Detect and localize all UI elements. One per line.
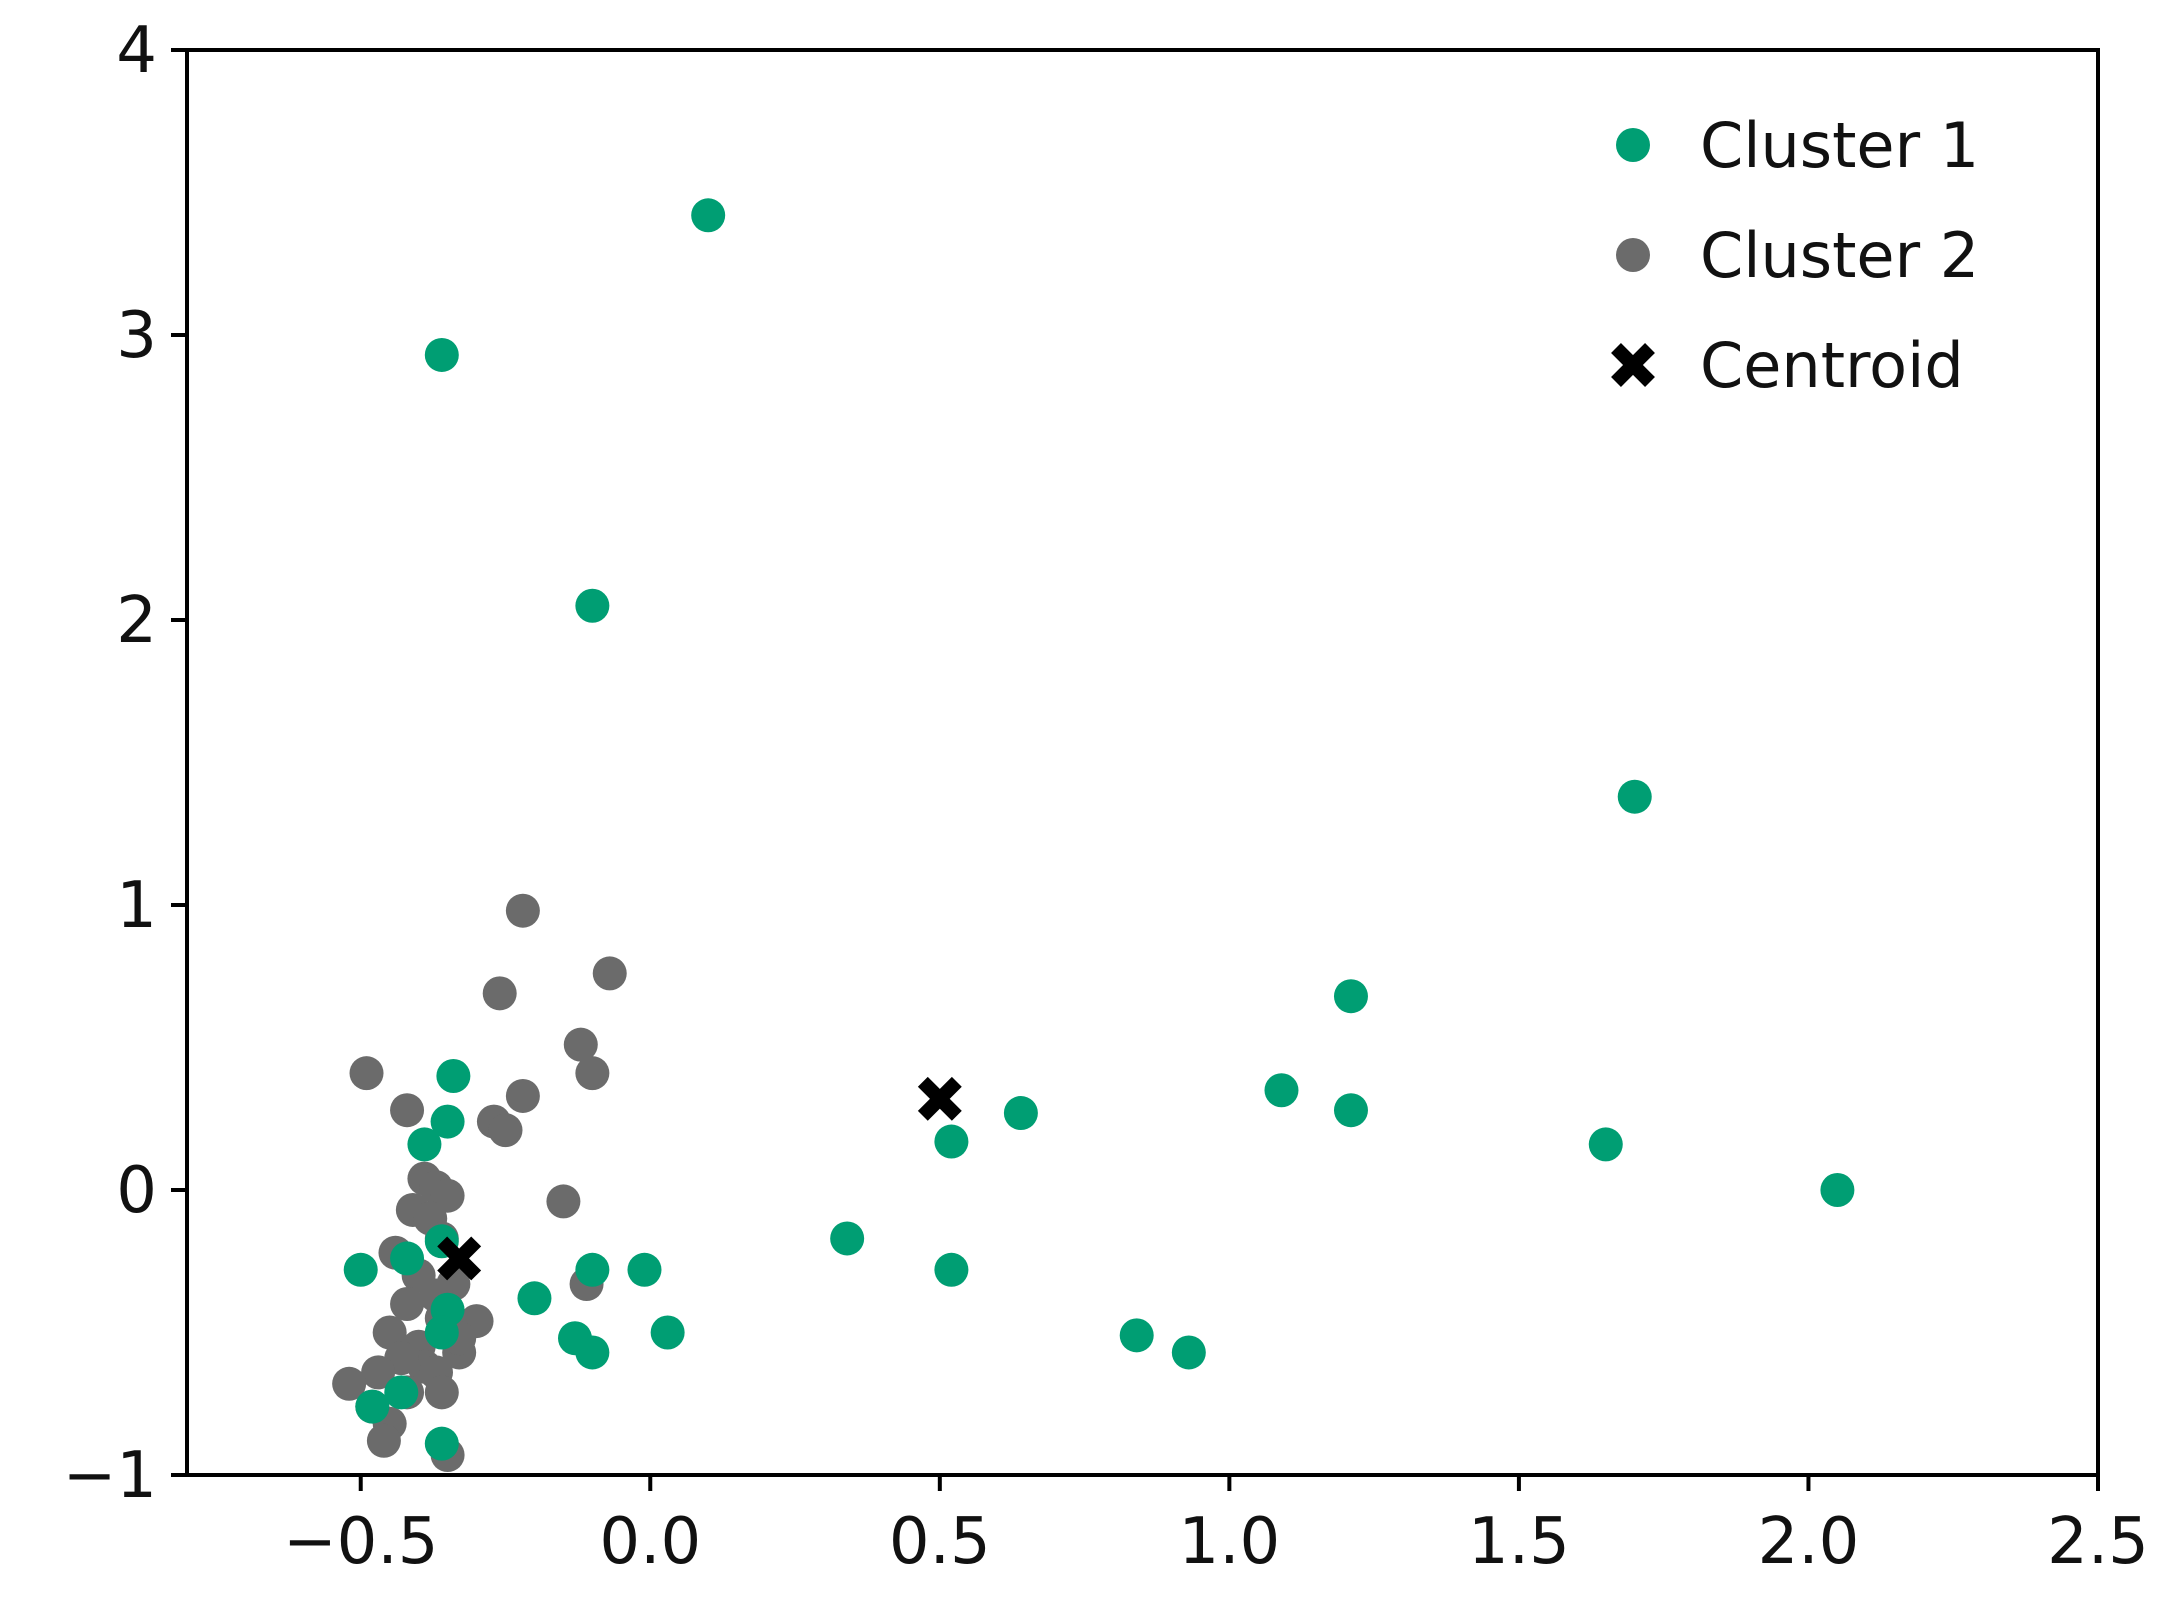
cluster-1-point: [355, 1389, 390, 1424]
x-tick-label: 0.0: [599, 1505, 701, 1579]
cluster-1-point: [1820, 1173, 1855, 1207]
x-tick-label: 2.5: [2047, 1505, 2149, 1579]
cluster-1-point: [830, 1221, 865, 1256]
cluster-2-point: [332, 1366, 367, 1401]
cluster-1-point: [934, 1124, 969, 1159]
y-tick-label: 4: [116, 14, 157, 88]
cluster-1-point: [384, 1375, 419, 1410]
legend-cluster-1-marker: [1616, 128, 1650, 162]
cluster-1-point: [627, 1252, 662, 1287]
y-tick-label: 1: [116, 869, 157, 943]
cluster-2-point: [482, 976, 517, 1011]
cluster-1-point: [1119, 1318, 1154, 1353]
cluster-2-point: [349, 1056, 384, 1091]
cluster-1-point: [575, 588, 610, 623]
cluster-1-point: [1171, 1335, 1206, 1370]
x-tick-label: 2.0: [1758, 1505, 1860, 1579]
legend-centroid-marker: [1611, 343, 1655, 387]
cluster-1-point: [517, 1281, 552, 1316]
cluster-2-point: [424, 1375, 459, 1410]
cluster-1-point: [1003, 1096, 1038, 1131]
cluster-1-point: [575, 1335, 610, 1370]
cluster-1-point: [691, 198, 726, 233]
axes: −0.5 0.0 0.5 1.0 1.5 2.0 2.5 −1 0 1 2 3 4: [63, 14, 2149, 1579]
cluster-2-point: [390, 1287, 425, 1321]
x-tick-label: 0.5: [889, 1505, 991, 1579]
cluster-2-point: [505, 1078, 540, 1113]
cluster-1-point: [1617, 779, 1652, 814]
plot-frame: [185, 48, 2100, 1477]
centroid-marker: [917, 1076, 962, 1121]
x-tick-label: −0.5: [283, 1505, 438, 1579]
cluster-1-point: [424, 1426, 459, 1461]
y-tick-label: 0: [116, 1154, 157, 1228]
cluster-2-point: [505, 893, 540, 928]
cluster-2-point: [488, 1113, 523, 1148]
cluster-2-point: [361, 1355, 396, 1390]
cluster-1-point: [407, 1127, 442, 1162]
y-tick-label: 2: [116, 584, 157, 658]
cluster-1-point: [424, 337, 459, 372]
cluster-1-point: [436, 1059, 471, 1093]
x-tick-label: 1.0: [1178, 1505, 1280, 1579]
legend: Cluster 1 Cluster 2 Centroid: [1611, 109, 1979, 402]
cluster-1-point: [1333, 979, 1368, 1014]
cluster-1-point: [343, 1252, 378, 1287]
cluster-1-point: [650, 1315, 685, 1350]
centroid-marker: [437, 1236, 482, 1281]
cluster-1-point: [430, 1104, 465, 1139]
cluster-2-point: [366, 1423, 401, 1458]
cluster-2-point: [372, 1315, 407, 1350]
cluster-2-point: [390, 1093, 425, 1128]
legend-cluster-1-label: Cluster 1: [1700, 109, 1979, 182]
cluster-1-point: [424, 1315, 459, 1350]
legend-centroid-label: Centroid: [1700, 329, 1964, 402]
cluster-2-point: [575, 1056, 610, 1091]
x-tick-label: 1.5: [1468, 1505, 1570, 1579]
cluster-1-point: [390, 1241, 425, 1276]
legend-cluster-2-marker: [1616, 238, 1650, 272]
y-tick-label: −1: [63, 1439, 157, 1513]
cluster-1-point: [1333, 1093, 1368, 1128]
data-points: [332, 198, 1855, 1473]
cluster-1-point: [1588, 1127, 1623, 1162]
y-tick-label: 3: [116, 299, 157, 373]
cluster-2-point: [546, 1184, 581, 1219]
cluster-1-point: [934, 1252, 969, 1287]
cluster-1-point: [575, 1252, 610, 1287]
cluster-2-point: [592, 956, 627, 991]
legend-cluster-2-label: Cluster 2: [1700, 219, 1979, 292]
cluster-2-point: [563, 1027, 598, 1062]
cluster-1-point: [1264, 1073, 1299, 1108]
